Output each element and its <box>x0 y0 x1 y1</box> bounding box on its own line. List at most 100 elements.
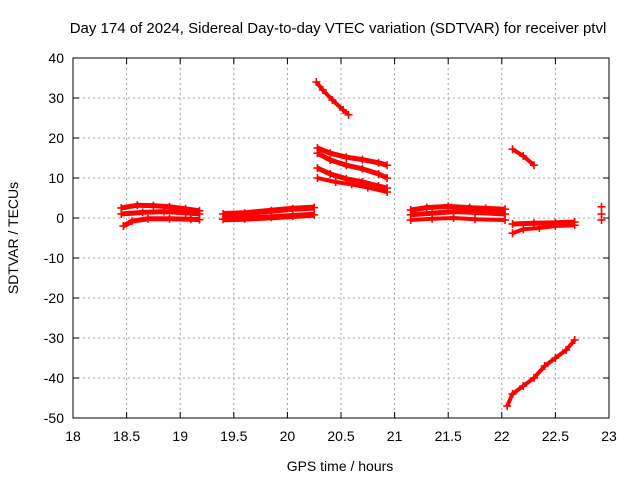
data-point-marker <box>240 209 249 218</box>
x-tick-label: 19 <box>172 428 188 444</box>
data-point-marker <box>339 106 348 114</box>
x-tick-label: 20.5 <box>327 428 354 444</box>
data-point-marker <box>551 222 560 230</box>
data-point-marker <box>358 155 367 164</box>
data-point-marker <box>288 204 297 213</box>
y-tick-label: -20 <box>44 290 64 306</box>
data-point-marker <box>149 201 158 210</box>
isolated-data-point <box>597 216 606 224</box>
data-point-marker <box>508 229 517 238</box>
data-point-marker <box>133 201 142 210</box>
y-tick-label: 30 <box>48 90 64 106</box>
data-point-marker <box>529 219 538 228</box>
x-axis-label: GPS time / hours <box>287 458 394 474</box>
y-tick-label: -30 <box>44 330 64 346</box>
data-point-marker <box>519 152 528 160</box>
data-point-marker <box>186 215 195 224</box>
data-point-marker <box>347 180 356 189</box>
data-point-marker <box>267 206 276 215</box>
data-point-marker <box>144 214 153 223</box>
data-point-marker <box>288 212 297 220</box>
x-tick-label: 21 <box>387 428 403 444</box>
x-tick-label: 18.5 <box>113 428 140 444</box>
data-point-marker <box>529 374 538 382</box>
data-point-marker <box>344 110 353 119</box>
series-band-c-low <box>410 215 506 222</box>
data-point-marker <box>551 354 560 362</box>
data-point-marker <box>501 216 510 224</box>
data-point-marker <box>449 214 458 222</box>
data-point-marker <box>444 202 453 211</box>
data-point-marker <box>326 170 335 178</box>
data-point-marker <box>508 390 517 398</box>
data-point-marker <box>138 208 147 217</box>
data-point-marker <box>331 178 340 186</box>
data-point-marker <box>383 161 392 170</box>
data-point-marker <box>342 174 351 183</box>
data-point-marker <box>570 336 579 344</box>
data-point-marker <box>374 170 383 178</box>
data-point-marker <box>503 402 512 410</box>
y-tick-label: 10 <box>48 170 64 186</box>
data-point-marker <box>310 210 319 219</box>
x-tick-label: 19.5 <box>220 428 247 444</box>
data-point-marker <box>181 208 190 217</box>
data-point-marker <box>519 382 528 390</box>
data-layer <box>117 78 606 410</box>
data-point-marker <box>328 96 337 104</box>
x-tick-label: 22 <box>494 428 510 444</box>
data-point-marker <box>119 222 128 230</box>
data-point-marker <box>313 174 322 182</box>
data-point-marker <box>219 210 228 218</box>
y-tick-label: 20 <box>48 130 64 146</box>
isolated-data-point <box>597 202 606 211</box>
data-point-marker <box>428 214 437 223</box>
data-point-marker <box>570 221 579 230</box>
data-point-marker <box>383 188 392 196</box>
data-point-marker <box>160 207 169 216</box>
data-point-marker <box>508 145 517 154</box>
x-tick-label: 18 <box>65 428 81 444</box>
data-point-marker <box>326 156 335 164</box>
data-point-marker <box>318 86 327 94</box>
x-tick-label: 21.5 <box>435 428 462 444</box>
grid-layer <box>73 58 609 418</box>
data-point-marker <box>127 217 136 226</box>
data-point-marker <box>342 161 351 170</box>
y-tick-label: 40 <box>48 50 64 66</box>
data-point-marker <box>313 164 322 172</box>
data-point-marker <box>358 164 367 173</box>
data-point-marker <box>310 203 319 212</box>
data-point-marker <box>508 220 517 228</box>
y-tick-label: -40 <box>44 370 64 386</box>
chart-title: Day 174 of 2024, Sidereal Day-to-day VTE… <box>70 20 607 37</box>
y-tick-label: -10 <box>44 250 64 266</box>
y-tick-label: -50 <box>44 410 64 426</box>
series-band-d-top <box>512 219 575 227</box>
x-tick-label: 23 <box>601 428 617 444</box>
data-point-marker <box>313 149 322 158</box>
data-point-marker <box>535 224 544 232</box>
tick-layer: 18 18.5 19 19.5 20 20.5 21 21.5 22 22.5 23 40 30 20 10… <box>44 50 617 444</box>
x-tick-label: 20 <box>280 428 296 444</box>
data-point-marker <box>519 225 528 234</box>
data-point-marker <box>422 203 431 212</box>
y-axis-label: SDTVAR / TECUs <box>5 182 21 294</box>
data-point-marker <box>406 216 415 224</box>
y-tick-label: 0 <box>56 210 64 226</box>
data-point-marker <box>342 153 351 162</box>
data-point-marker <box>540 362 549 370</box>
series-band-c-mid <box>410 209 506 218</box>
data-point-marker <box>471 215 479 224</box>
data-point-marker <box>312 78 321 86</box>
data-point-marker <box>383 174 392 182</box>
data-point-marker <box>562 346 571 354</box>
data-point-marker <box>326 149 335 158</box>
data-point-marker <box>529 161 538 170</box>
data-point-marker <box>374 158 383 167</box>
data-point-marker <box>165 214 174 223</box>
x-tick-label: 22.5 <box>542 428 569 444</box>
data-point-marker <box>117 210 126 218</box>
